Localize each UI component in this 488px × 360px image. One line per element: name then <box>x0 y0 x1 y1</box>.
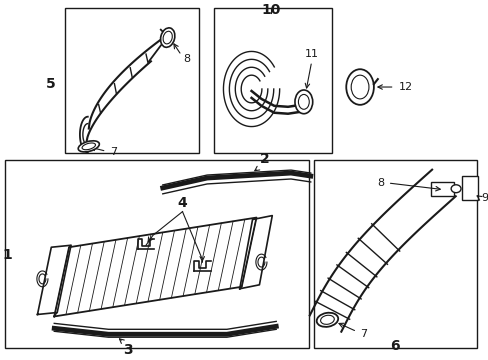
Bar <box>214 8 332 153</box>
Ellipse shape <box>160 28 175 47</box>
Text: 9: 9 <box>481 193 488 203</box>
Text: 12: 12 <box>398 82 412 92</box>
Text: 1: 1 <box>2 248 12 262</box>
Bar <box>65 8 199 153</box>
Ellipse shape <box>163 31 172 44</box>
Ellipse shape <box>450 185 460 193</box>
Bar <box>461 176 477 199</box>
Text: 4: 4 <box>177 195 187 210</box>
Bar <box>430 182 453 195</box>
Bar <box>313 160 476 348</box>
Text: 3: 3 <box>123 343 133 357</box>
Text: 7: 7 <box>110 147 118 157</box>
Text: 7: 7 <box>359 329 366 339</box>
Ellipse shape <box>298 94 308 109</box>
Text: 11: 11 <box>304 49 318 59</box>
Text: 6: 6 <box>389 339 399 353</box>
Text: 5: 5 <box>45 77 55 91</box>
Ellipse shape <box>346 69 373 105</box>
Text: 8: 8 <box>377 178 384 188</box>
Ellipse shape <box>320 315 334 324</box>
Bar <box>5 160 308 348</box>
Text: 10: 10 <box>261 3 281 17</box>
Ellipse shape <box>316 313 338 327</box>
Text: 2: 2 <box>259 152 269 166</box>
Ellipse shape <box>78 141 99 152</box>
Ellipse shape <box>294 90 312 114</box>
Ellipse shape <box>82 143 95 150</box>
Ellipse shape <box>350 75 368 99</box>
Text: 8: 8 <box>183 54 190 64</box>
